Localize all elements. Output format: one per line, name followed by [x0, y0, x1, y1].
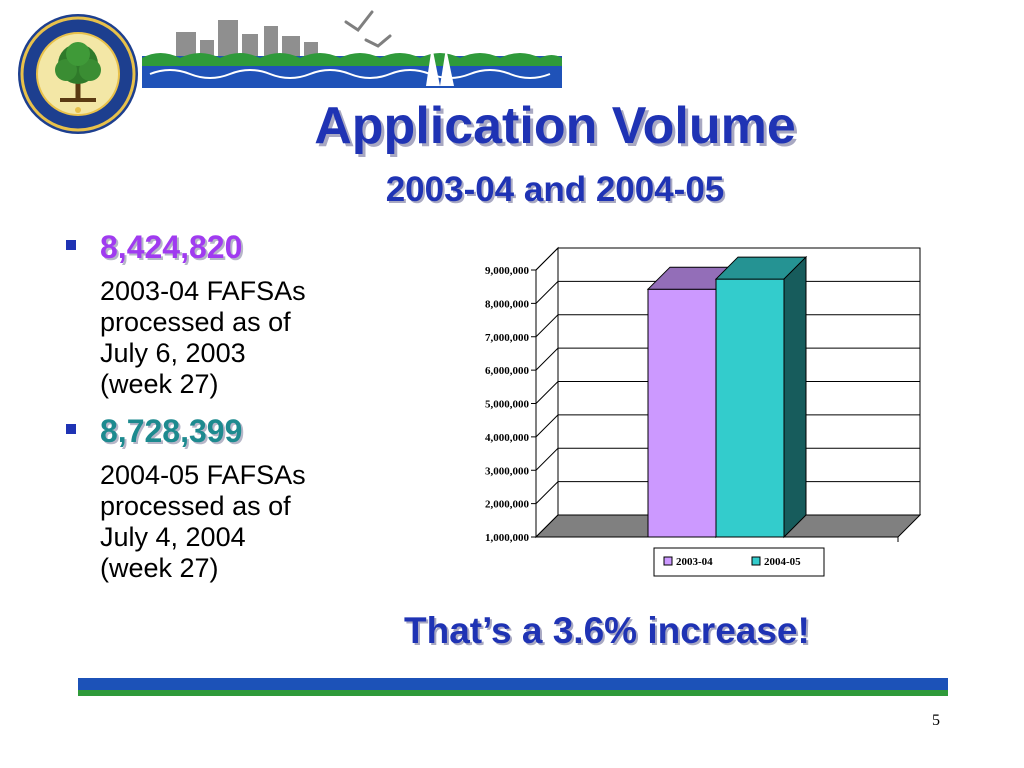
bar-2003-04-side	[715, 265, 739, 539]
page-number: 5	[932, 712, 940, 729]
chart-gridline	[535, 381, 920, 404]
y-tick-label: 4,000,000	[485, 432, 530, 444]
y-tick-label: 5,000,000	[485, 399, 530, 411]
chart-gridline	[535, 514, 920, 538]
slide-subtitle: 2003-04 and 2004-05	[385, 170, 725, 209]
legend-label-2003-04: 2003-04	[676, 556, 713, 568]
chart-side-wall	[535, 246, 559, 539]
bar-2004-05-top	[714, 256, 808, 280]
chart-legend	[653, 547, 825, 577]
legend-swatch-2003-04	[663, 556, 673, 566]
slide-title: Application Volume	[314, 97, 796, 155]
footer-rule-green	[78, 690, 948, 696]
chart-gridline	[535, 481, 920, 504]
chart-back-wall	[557, 247, 921, 516]
bullet-square-icon	[66, 424, 76, 434]
department-of-education-seal	[18, 14, 138, 134]
bullet-item-2004-05: 8,728,399 2004-05 FAFSAs processed as of…	[62, 412, 392, 584]
bullet-description: 2003-04 FAFSAs processed as of July 6, 2…	[100, 276, 306, 399]
bar-2004-05-side	[783, 255, 807, 539]
y-tick-label: 1,000,000	[485, 532, 530, 544]
chart-gridline	[535, 314, 920, 338]
bar-2003-04-top	[646, 266, 740, 290]
legend-swatch-2004-05	[751, 556, 761, 566]
chart-floor	[534, 514, 922, 538]
chart-gridline	[535, 347, 920, 371]
y-tick-label: 2,000,000	[485, 499, 530, 511]
y-tick-label: 3,000,000	[485, 465, 530, 477]
legend-label-2004-05: 2004-05	[764, 556, 801, 568]
bullet-value: 8,728,399	[100, 413, 243, 449]
y-tick-label: 8,000,000	[485, 298, 530, 310]
bar-2003-04-front	[647, 288, 717, 538]
y-tick-label: 9,000,000	[485, 265, 530, 277]
bullet-list: 8,424,820 2003-04 FAFSAs processed as of…	[62, 228, 392, 584]
skyline-banner	[142, 10, 562, 88]
bullet-item-2003-04: 8,424,820 2003-04 FAFSAs processed as of…	[62, 228, 392, 400]
footer-rule-blue	[78, 678, 948, 690]
bullet-value: 8,424,820	[100, 229, 243, 265]
chart-gridline	[535, 247, 920, 271]
chart-gridline	[535, 447, 920, 471]
bullet-square-icon	[66, 240, 76, 250]
chart-gridline	[535, 414, 920, 438]
increase-callout: That’s a 3.6% increase!	[404, 610, 810, 651]
chart-gridline	[535, 280, 920, 304]
y-tick-label: 6,000,000	[485, 365, 530, 377]
y-tick-label: 7,000,000	[485, 332, 530, 344]
bullet-description: 2004-05 FAFSAs processed as of July 4, 2…	[100, 460, 306, 583]
bar-2004-05-front	[715, 278, 785, 538]
